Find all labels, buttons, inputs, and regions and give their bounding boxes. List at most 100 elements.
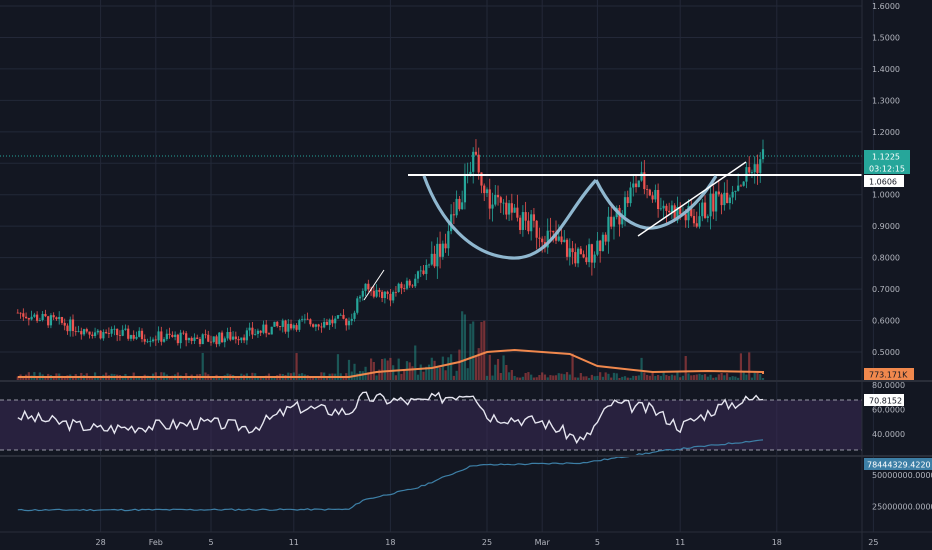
volume-bar	[737, 377, 740, 380]
candle-body	[706, 216, 709, 218]
trendline-short[interactable]	[363, 269, 385, 301]
candle-body	[557, 236, 560, 241]
countdown-value: 03:12:15	[869, 165, 905, 174]
volume-bar	[411, 366, 414, 380]
time-axis[interactable]: 28 Feb 5 11 18 25 Mar 5 11 18 25	[96, 538, 879, 547]
trendline-support[interactable]	[637, 161, 747, 237]
candle-body	[179, 332, 182, 344]
volume-bar	[651, 372, 654, 380]
candle-body	[648, 189, 651, 196]
candle-body	[160, 331, 163, 342]
candle-body	[110, 329, 113, 334]
candle-body	[44, 313, 47, 317]
candle-body	[196, 337, 199, 339]
volume-bar	[383, 358, 386, 380]
obv-tick-label: 50000000.0000	[872, 471, 932, 480]
volume-bar	[734, 376, 737, 380]
candle-body	[604, 234, 607, 242]
volume-bar	[621, 376, 624, 380]
candle-body	[637, 180, 640, 188]
candle-body	[207, 334, 210, 342]
volume-bar	[742, 372, 745, 380]
volume-bar	[314, 376, 317, 380]
candle-body	[182, 332, 185, 334]
volume-bar	[728, 377, 731, 380]
volume-bar	[717, 374, 720, 380]
cup-pattern-curve[interactable]	[422, 175, 598, 260]
candle-body	[237, 339, 240, 341]
candle-body	[27, 318, 30, 320]
candle-body	[289, 323, 293, 329]
candle-body	[654, 189, 657, 200]
volume-bar	[626, 377, 629, 380]
volume-bar	[623, 376, 627, 380]
volume-bar	[438, 367, 442, 380]
volume-bar	[427, 364, 431, 380]
candle-body	[651, 195, 654, 200]
price-candles	[16, 139, 765, 349]
candle-body	[452, 214, 455, 216]
candle-body	[41, 313, 44, 320]
candle-body	[356, 298, 359, 313]
candle-body	[607, 216, 610, 242]
volume-bar	[416, 374, 420, 380]
candle-body	[93, 332, 97, 337]
candle-body	[480, 172, 483, 186]
candle-body	[717, 191, 720, 195]
rsi-value: 70.8152	[869, 397, 902, 406]
rsi-axis[interactable]: 80.0000 60.0000 40.0000	[872, 381, 905, 439]
candle-body	[634, 183, 638, 188]
candle-body	[599, 240, 602, 252]
volume-bar	[645, 374, 649, 380]
volume-bar	[347, 359, 351, 380]
volume-bar	[469, 323, 472, 380]
candle-body	[334, 318, 337, 324]
volume-bar	[212, 377, 215, 380]
volume-bar	[22, 377, 25, 380]
volume-bar	[579, 373, 582, 380]
volume-bar	[541, 372, 544, 380]
volume-bar	[640, 357, 643, 380]
candle-body	[433, 253, 436, 267]
volume-bar	[193, 377, 196, 380]
volume-bar	[563, 374, 566, 380]
candle-body	[610, 216, 613, 227]
volume-bar	[714, 377, 718, 380]
candle-body	[187, 337, 191, 341]
volume-bar	[554, 375, 558, 380]
last-price-tag: 1.1225	[864, 150, 910, 162]
candle-body	[306, 318, 309, 320]
volume-bar	[687, 373, 690, 380]
candle-body	[259, 330, 262, 333]
candle-body	[516, 207, 519, 218]
candle-body	[444, 243, 447, 249]
time-tick-label: 11	[675, 538, 685, 547]
volume-bar	[756, 372, 759, 380]
time-tick-label: 5	[208, 538, 213, 547]
volume-bar	[712, 377, 715, 380]
candle-body	[549, 230, 552, 232]
candle-body	[665, 205, 668, 211]
candle-body	[563, 239, 566, 243]
obv-axis[interactable]: 50000000.0000 25000000.0000	[872, 471, 932, 511]
candle-body	[400, 283, 403, 289]
candle-body	[441, 243, 444, 257]
price-tick-label: 0.7000	[872, 285, 900, 294]
volume-bar	[480, 321, 483, 380]
candle-body	[629, 187, 632, 204]
volume-bar	[381, 359, 384, 380]
candle-body	[193, 337, 196, 341]
rsi-tick-label: 60.0000	[872, 406, 905, 415]
candle-body	[185, 333, 188, 341]
candle-body	[82, 329, 86, 335]
volume-bar	[574, 377, 577, 380]
handle-pattern-curve[interactable]	[594, 175, 718, 230]
volume-bar	[532, 377, 536, 380]
volume-bar	[723, 375, 726, 380]
volume-bar	[761, 377, 765, 380]
volume-bar	[629, 377, 632, 380]
candle-body	[49, 315, 53, 326]
candle-body	[419, 270, 422, 272]
candle-body	[358, 296, 362, 299]
